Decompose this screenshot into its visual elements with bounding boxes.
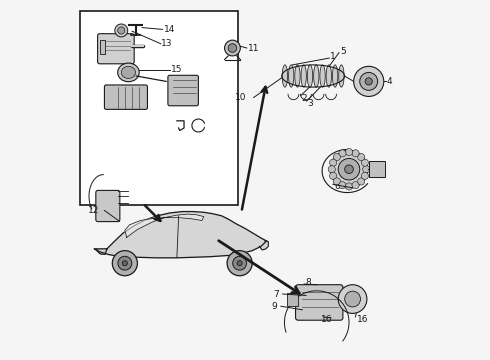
- Polygon shape: [125, 214, 204, 237]
- FancyBboxPatch shape: [168, 75, 198, 106]
- Circle shape: [352, 181, 359, 189]
- FancyBboxPatch shape: [98, 34, 134, 64]
- Ellipse shape: [301, 65, 306, 87]
- Circle shape: [358, 178, 365, 185]
- Circle shape: [338, 158, 360, 180]
- Circle shape: [361, 159, 368, 166]
- Text: 6: 6: [334, 181, 340, 190]
- Ellipse shape: [332, 65, 338, 87]
- Circle shape: [361, 172, 368, 179]
- Text: 16: 16: [357, 315, 368, 324]
- Text: 4: 4: [387, 77, 392, 86]
- Ellipse shape: [118, 63, 139, 82]
- Text: 10: 10: [235, 93, 247, 102]
- Circle shape: [339, 150, 346, 157]
- Bar: [287, 293, 298, 306]
- Ellipse shape: [282, 65, 288, 87]
- Circle shape: [363, 166, 370, 173]
- Text: 14: 14: [164, 25, 175, 34]
- Circle shape: [329, 172, 337, 179]
- Ellipse shape: [326, 65, 332, 87]
- Ellipse shape: [314, 65, 319, 87]
- Circle shape: [338, 285, 367, 314]
- Text: 5: 5: [340, 47, 346, 56]
- Circle shape: [358, 153, 365, 161]
- Circle shape: [333, 178, 341, 185]
- Text: 15: 15: [171, 65, 182, 74]
- Circle shape: [122, 261, 127, 266]
- Circle shape: [333, 153, 341, 161]
- Circle shape: [365, 78, 372, 85]
- FancyBboxPatch shape: [295, 285, 343, 320]
- Bar: [368, 161, 385, 177]
- Circle shape: [227, 251, 252, 276]
- Polygon shape: [95, 249, 107, 254]
- Text: 8: 8: [305, 278, 311, 287]
- Circle shape: [345, 183, 353, 190]
- Text: 13: 13: [161, 39, 173, 48]
- Text: 7: 7: [273, 289, 279, 298]
- Text: 3: 3: [308, 99, 314, 108]
- Text: 9: 9: [271, 302, 277, 311]
- Circle shape: [354, 66, 384, 96]
- Ellipse shape: [320, 65, 325, 87]
- Ellipse shape: [289, 65, 294, 87]
- Circle shape: [329, 159, 337, 166]
- Ellipse shape: [295, 65, 300, 87]
- Circle shape: [339, 181, 346, 189]
- Bar: [100, 40, 105, 54]
- Circle shape: [233, 256, 246, 270]
- Circle shape: [224, 40, 240, 56]
- Text: 12: 12: [88, 206, 99, 215]
- Polygon shape: [95, 212, 267, 258]
- Circle shape: [345, 148, 353, 156]
- Polygon shape: [259, 241, 269, 250]
- Circle shape: [344, 291, 361, 307]
- Text: 1: 1: [330, 53, 336, 62]
- Circle shape: [360, 72, 378, 90]
- Circle shape: [352, 150, 359, 157]
- Text: 16: 16: [321, 315, 333, 324]
- Text: 2: 2: [301, 94, 307, 103]
- Ellipse shape: [307, 65, 313, 87]
- Circle shape: [115, 24, 128, 37]
- FancyBboxPatch shape: [104, 85, 147, 109]
- Circle shape: [228, 44, 237, 52]
- Text: 11: 11: [248, 44, 259, 53]
- Circle shape: [330, 150, 368, 188]
- Bar: [80, 12, 238, 205]
- Circle shape: [328, 166, 335, 173]
- Ellipse shape: [339, 65, 344, 87]
- Circle shape: [344, 165, 353, 174]
- Circle shape: [118, 27, 125, 34]
- Circle shape: [118, 256, 132, 270]
- Ellipse shape: [122, 66, 136, 78]
- FancyBboxPatch shape: [96, 190, 120, 222]
- Circle shape: [112, 251, 137, 276]
- Circle shape: [237, 261, 242, 266]
